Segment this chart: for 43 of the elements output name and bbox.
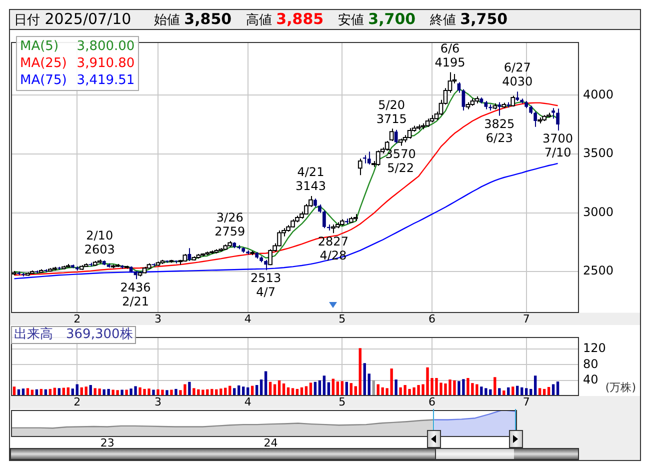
x-tick-label: 6 xyxy=(428,395,436,408)
y-tick-label: 4000 xyxy=(583,87,614,102)
annotation: 3825 6/23 xyxy=(484,116,515,145)
text: MA(75) 3,419.51 xyxy=(20,72,135,89)
text: 終値 3,750 xyxy=(430,10,509,29)
x-tick-label: 7 xyxy=(522,312,530,326)
x-tick-label: 3 xyxy=(154,312,162,326)
x-tick-label: 24 xyxy=(264,436,278,450)
annotation: 4/21 3143 xyxy=(295,165,326,194)
x-tick-label: 5 xyxy=(338,395,346,408)
annotation: 2513 4/7 xyxy=(250,271,282,300)
text: 始値 3,850 xyxy=(154,10,233,29)
chart-title: 出来高 369,300株 xyxy=(11,326,136,344)
annotation: 2827 4/28 xyxy=(318,234,348,262)
x-tick-label: 6 xyxy=(428,312,436,326)
text: MA(25) 3,910.80 xyxy=(20,55,135,72)
y-tick-label: 2500 xyxy=(583,264,614,278)
annotation: 3570 5/22 xyxy=(385,146,416,175)
annotation: 2/10 2603 xyxy=(84,228,115,257)
annotation: 2436 2/21 xyxy=(120,280,151,308)
annotation: 5/20 3715 xyxy=(376,98,407,126)
text: 安値 3,700 xyxy=(338,10,417,29)
annotation: 3700 7/10 xyxy=(542,132,574,160)
x-tick-label: 4 xyxy=(244,395,252,408)
y-tick-label: 80 xyxy=(583,356,598,371)
annotation: 3/26 2759 xyxy=(214,210,246,238)
x-tick-label: 23 xyxy=(100,436,114,450)
x-tick-label: 2 xyxy=(74,312,81,326)
y-tick-label: 3000 xyxy=(583,204,614,219)
x-tick-label: 7 xyxy=(522,395,530,408)
chart-title: 日付 2025/07/10 xyxy=(14,10,132,29)
annotation: 6/6 4195 xyxy=(434,41,466,70)
y-tick-label: 3500 xyxy=(583,146,614,160)
x-tick-label: 3 xyxy=(154,395,162,408)
x-tick-label: 4 xyxy=(244,312,252,326)
x-tick-label: 5 xyxy=(338,312,346,326)
y-axis-title: (万株) xyxy=(605,380,636,395)
x-tick-label: 2 xyxy=(74,395,81,408)
annotation: 6/27 4030 xyxy=(502,60,533,89)
y-tick-label: 120 xyxy=(583,341,606,356)
text: MA(5) 3,800.00 xyxy=(20,39,135,54)
y-tick-label: 40 xyxy=(583,372,598,386)
text: 高値 3,885 xyxy=(246,10,325,29)
